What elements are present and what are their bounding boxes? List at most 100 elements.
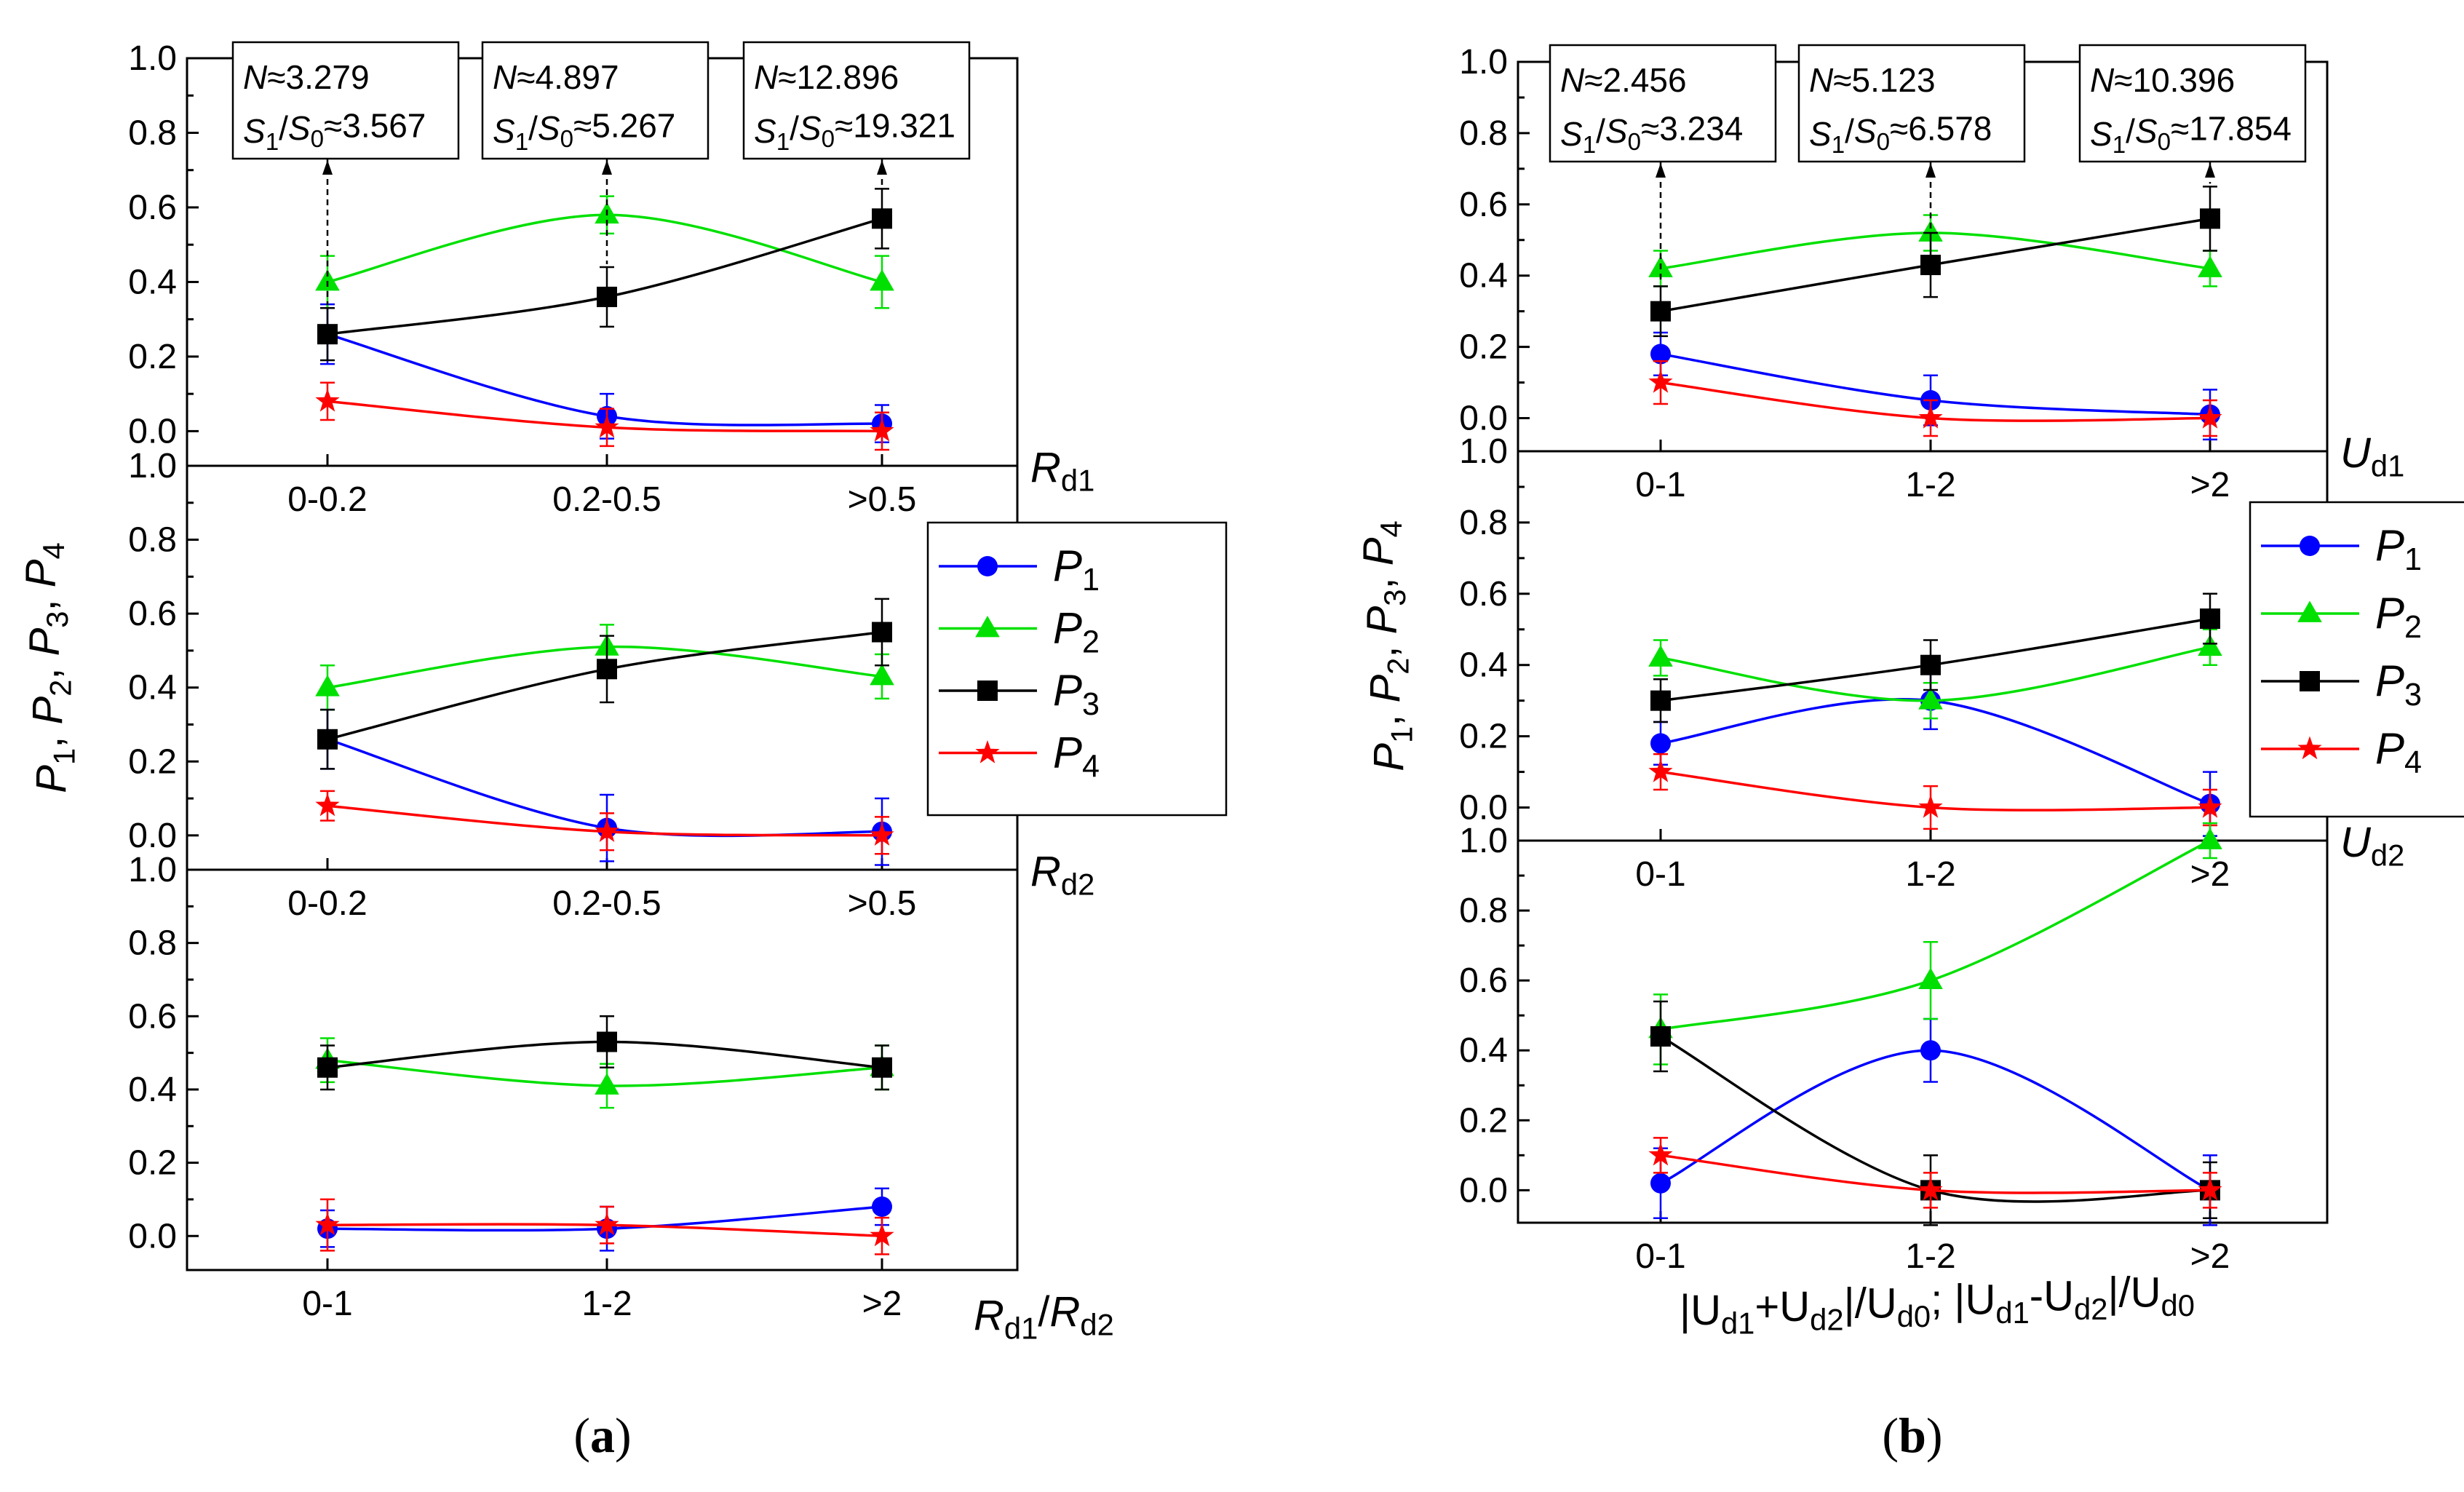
y-tick-label: 1.0: [1459, 822, 1508, 860]
y-tick-label: 1.0: [1459, 43, 1508, 82]
series-line: [1660, 697, 2211, 806]
legend-label: P4: [2375, 724, 2422, 780]
x-category-label: 0.2-0.5: [552, 480, 661, 519]
y-tick-label: 0.0: [1459, 789, 1508, 828]
data-point: [870, 1223, 894, 1247]
y-tick-label: 0.0: [1459, 1171, 1508, 1210]
series-P3: [1650, 186, 2220, 338]
annotation-arrowhead: [2205, 163, 2215, 178]
x-axis-label: Rd1: [1030, 444, 1094, 498]
x-category-label: 0-1: [302, 1285, 352, 1323]
y-tick-label: 0.8: [128, 521, 177, 560]
annotation-arrowhead: [602, 160, 612, 175]
y-tick-label: 0.2: [1459, 328, 1508, 367]
y-tick-label: 0.4: [1459, 646, 1508, 685]
subplot-frame: [186, 868, 1019, 1271]
y-tick-label: 0.4: [128, 263, 177, 301]
y-tick-label: 0.0: [1459, 400, 1508, 438]
series-P4: [1648, 753, 2222, 830]
legend-label: P1: [1053, 541, 1100, 598]
data-point: [1920, 654, 1941, 675]
data-point: [1650, 733, 1671, 754]
y-tick-label: 0.2: [1459, 1101, 1508, 1140]
y-tick-label: 0.8: [1459, 504, 1508, 542]
y-tick-label: 1.0: [128, 447, 177, 485]
series-line: [1660, 1049, 2211, 1191]
series-P4: [1648, 360, 2222, 437]
data-point: [315, 269, 340, 291]
data-point: [872, 1196, 892, 1217]
y-tick-label: 0.2: [128, 338, 177, 376]
legend-entry-P1: P1: [2261, 521, 2422, 577]
y-tick-label: 0.8: [128, 114, 177, 152]
legend-marker: [2300, 671, 2320, 691]
data-point: [597, 286, 617, 307]
x-axis-label: Rd1/Rd2: [974, 1288, 1114, 1345]
x-category-label: 1-2: [1905, 466, 1955, 504]
data-point: [2200, 208, 2220, 229]
legend-entry-P4: P4: [2261, 724, 2422, 780]
legend-label: P3: [2375, 656, 2422, 713]
annotation-n: N≈3.279: [243, 58, 370, 96]
y-tick-label: 0.2: [128, 1144, 177, 1183]
annotation-s-ratio: S1/S0≈19.321: [754, 106, 955, 156]
y-tick-label: 0.0: [128, 817, 177, 855]
data-point: [1918, 688, 1943, 710]
y-tick-label: 0.6: [128, 997, 177, 1036]
legend-entry-P2: P2: [939, 604, 1100, 659]
data-point: [870, 418, 894, 442]
annotation-box: N≈4.897 S1/S0≈5.267: [481, 41, 710, 264]
x-category-label: 0-0.2: [287, 884, 367, 923]
data-point: [1918, 967, 1943, 990]
series-line: [327, 217, 883, 336]
data-point: [597, 659, 617, 680]
panel-caption: (a): [573, 1408, 631, 1463]
x-category-label: >2: [2190, 466, 2230, 504]
y-tick-label: 1.0: [128, 851, 177, 889]
annotation-arrowhead: [1926, 163, 1936, 178]
data-point: [872, 622, 892, 643]
legend: P1 P2 P3 P4: [2249, 501, 2464, 818]
x-category-label: >2: [862, 1285, 902, 1323]
x-axis-label: |Ud1+Ud2|/Ud0; |Ud1-Ud2|/Ud0: [1680, 1269, 2195, 1341]
series-P4: [315, 1198, 894, 1255]
data-point: [1918, 405, 1943, 429]
annotation-box: N≈10.396 S1/S0≈17.854: [2078, 44, 2307, 184]
annotation-s-ratio: S1/S0≈17.854: [2090, 109, 2292, 159]
legend-entry-P4: P4: [939, 729, 1100, 784]
legend-marker: [975, 616, 1000, 638]
data-point: [1650, 1172, 1671, 1194]
series-P2: [1648, 214, 2222, 287]
data-point: [1650, 301, 1671, 322]
data-point: [870, 269, 894, 291]
legend-marker: [975, 740, 1000, 763]
x-category-label: 1-2: [1905, 855, 1955, 894]
data-point: [595, 1212, 619, 1236]
data-point: [595, 819, 619, 842]
legend-marker: [2297, 736, 2322, 760]
data-point: [315, 793, 340, 817]
annotation-s-ratio: S1/S0≈6.578: [1809, 109, 1992, 159]
annotation-box: N≈12.896 S1/S0≈19.321: [742, 41, 971, 186]
data-point: [1648, 1142, 1673, 1166]
series-P3: [317, 1015, 892, 1091]
y-axis-label: P1, P2, P3, P4: [1354, 520, 1418, 771]
y-tick-label: 0.2: [128, 742, 177, 781]
annotation-n: N≈4.897: [493, 58, 619, 96]
data-point: [597, 1031, 617, 1052]
x-category-label: 0.2-0.5: [552, 884, 661, 923]
data-point: [317, 1057, 338, 1078]
series-P4: [315, 381, 894, 451]
y-tick-label: 0.8: [1459, 114, 1508, 153]
annotation-frame: [481, 41, 710, 160]
data-point: [1648, 645, 1673, 667]
legend-marker: [977, 556, 998, 576]
legend-marker: [977, 680, 998, 701]
data-point: [1920, 255, 1941, 276]
x-category-label: 1-2: [581, 1285, 632, 1323]
series-P3: [317, 188, 892, 362]
annotation-s-ratio: S1/S0≈3.234: [1560, 109, 1743, 159]
data-point: [2198, 795, 2222, 818]
subplot-a-2: 0.0 0.2 0.4 0.6 0.8 1.0 0-0.2 0.2-0.5 >0.5 Rd2: [128, 447, 1094, 923]
data-point: [315, 675, 340, 697]
